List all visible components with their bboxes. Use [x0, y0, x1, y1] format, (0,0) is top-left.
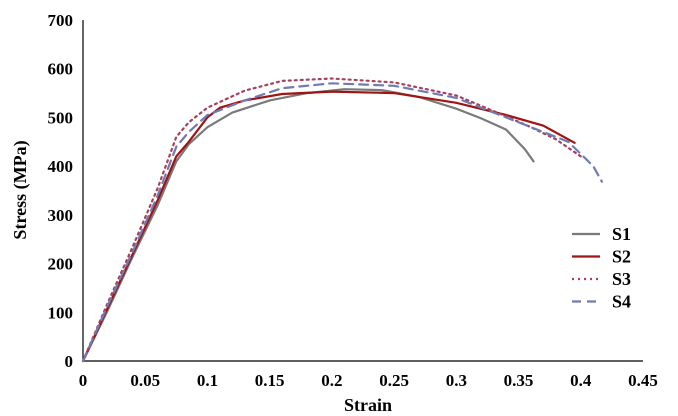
y-axis-label: Stress (MPa) [10, 140, 31, 239]
series-line-s1 [81, 88, 535, 363]
x-tick-label: 0.35 [504, 371, 534, 390]
y-tick-label: 400 [48, 157, 74, 176]
legend-label-s4: S4 [612, 292, 631, 312]
y-tick-label: 300 [48, 206, 74, 225]
y-tick-label: 100 [48, 303, 74, 322]
x-tick-label: 0.25 [379, 371, 409, 390]
x-tick-label: 0 [79, 371, 88, 390]
series-layer [81, 77, 603, 363]
series-line-s3 [81, 77, 582, 363]
series-line-s4 [81, 82, 603, 363]
x-tick-label: 0.1 [197, 371, 218, 390]
legend-label-s2: S2 [612, 247, 631, 267]
x-axis-label: Strain [344, 395, 392, 415]
y-tick-label: 200 [48, 255, 74, 274]
y-tick-label: 700 [48, 11, 74, 30]
legend-label-s1: S1 [612, 224, 631, 244]
x-tick-labels: 0 0.05 0.1 0.15 0.2 0.25 0.3 0.35 0.4 0.45 [79, 371, 658, 390]
x-tick-label: 0.15 [255, 371, 285, 390]
y-tick-labels: 0 100 200 300 400 500 600 700 [48, 11, 74, 371]
x-tick-label: 0.05 [130, 371, 160, 390]
legend-label-s3: S3 [612, 269, 631, 289]
y-tick-label: 600 [48, 60, 74, 79]
x-tick-label: 0.45 [628, 371, 658, 390]
axes [82, 20, 643, 362]
y-tick-label: 500 [48, 108, 74, 127]
x-tick-label: 0.4 [570, 371, 592, 390]
series-line-s2 [81, 90, 576, 363]
x-tick-label: 0.3 [446, 371, 467, 390]
y-tick-label: 0 [65, 352, 74, 371]
x-tick-label: 0.2 [321, 371, 342, 390]
